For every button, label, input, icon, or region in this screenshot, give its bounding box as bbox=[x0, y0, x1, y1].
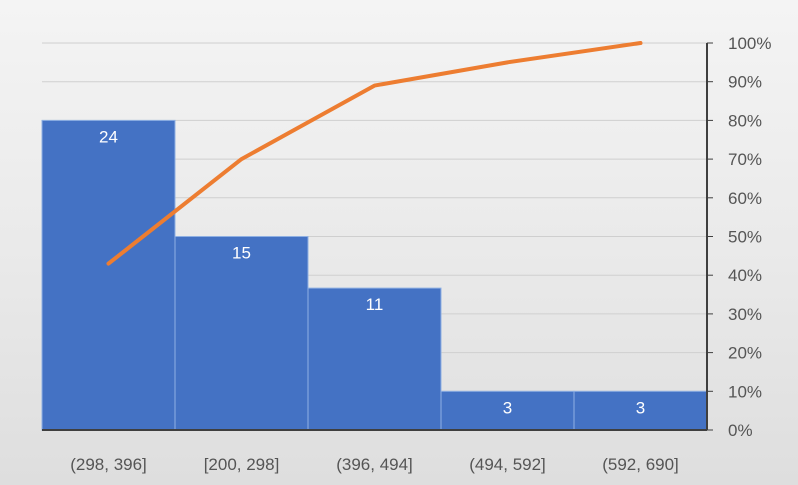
bar-data-label: 15 bbox=[232, 244, 251, 263]
cumulative-line bbox=[109, 43, 641, 264]
bar-data-label: 24 bbox=[99, 127, 118, 146]
category-label: (494, 592] bbox=[469, 455, 546, 474]
right-axis-tick-label: 60% bbox=[728, 189, 762, 208]
right-axis-tick-label: 40% bbox=[728, 266, 762, 285]
bar-data-label: 3 bbox=[503, 398, 512, 417]
category-label: (592, 690] bbox=[602, 455, 679, 474]
category-label: (396, 494] bbox=[336, 455, 413, 474]
right-axis-tick-label: 0% bbox=[728, 421, 753, 440]
category-label: [200, 298] bbox=[204, 455, 280, 474]
right-axis-tick-label: 100% bbox=[728, 34, 771, 53]
right-axis-tick-label: 10% bbox=[728, 382, 762, 401]
right-axis-tick-label: 70% bbox=[728, 150, 762, 169]
bar-data-label: 11 bbox=[366, 295, 384, 314]
right-axis-tick-label: 30% bbox=[728, 305, 762, 324]
right-axis-tick-label: 90% bbox=[728, 73, 762, 92]
right-axis-tick-label: 50% bbox=[728, 228, 762, 247]
right-axis-tick-label: 20% bbox=[728, 344, 762, 363]
right-axis-tick-label: 80% bbox=[728, 111, 762, 130]
right-axis-tick-labels: 0% 10% 20% 30% 40% 50% 60% 70% 80% 90% 100% bbox=[728, 34, 771, 440]
bar-data-label: 3 bbox=[636, 398, 645, 417]
bar bbox=[42, 120, 175, 430]
bar bbox=[175, 237, 308, 431]
category-labels: (298, 396] [200, 298] (396, 494] (494, 592]… bbox=[70, 455, 679, 474]
cumulative-percent-line bbox=[109, 43, 641, 264]
category-label: (298, 396] bbox=[70, 455, 147, 474]
